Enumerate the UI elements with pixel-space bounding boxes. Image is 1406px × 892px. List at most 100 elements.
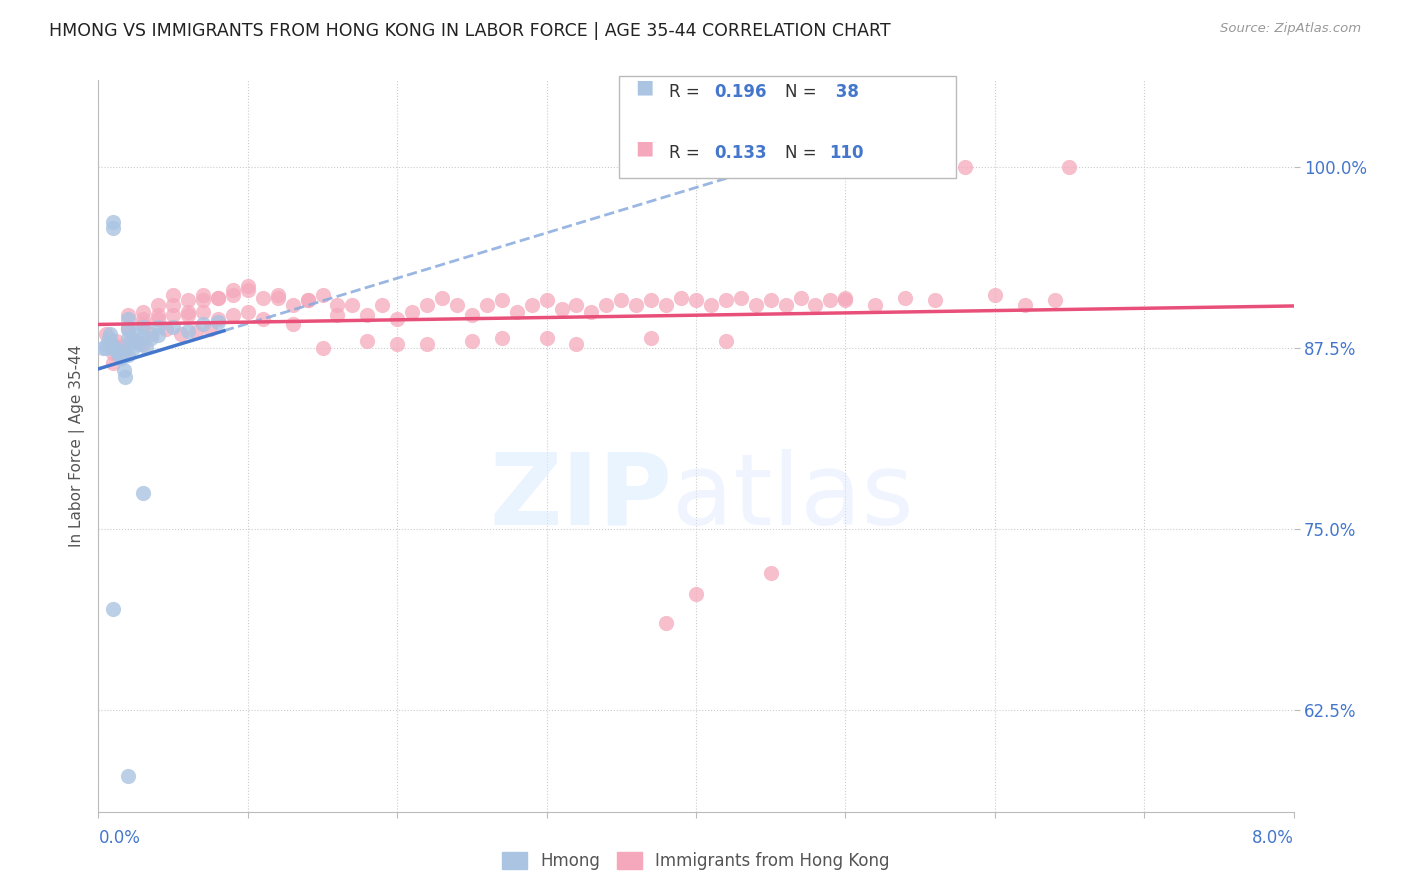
Point — [120, 334, 142, 348]
Point — [117, 331, 139, 345]
Point — [700, 298, 723, 312]
Point — [117, 312, 139, 326]
Point — [326, 298, 349, 312]
Point — [132, 337, 155, 351]
Point — [1059, 160, 1081, 174]
Point — [103, 602, 125, 616]
Point — [640, 293, 662, 308]
Point — [111, 344, 134, 359]
Point — [281, 298, 304, 312]
Point — [446, 298, 468, 312]
Point — [105, 334, 128, 348]
Point — [461, 334, 484, 348]
Point — [297, 293, 319, 308]
Point — [120, 331, 142, 345]
Point — [177, 324, 200, 338]
Point — [222, 287, 245, 301]
Point — [655, 298, 678, 312]
Text: ■: ■ — [636, 78, 654, 96]
Point — [94, 341, 117, 355]
Point — [103, 341, 125, 355]
Point — [834, 291, 856, 305]
Point — [132, 305, 155, 319]
Point — [177, 308, 200, 322]
Point — [128, 337, 150, 351]
Point — [114, 370, 136, 384]
Legend: Hmong, Immigrants from Hong Kong: Hmong, Immigrants from Hong Kong — [495, 845, 897, 877]
Point — [103, 215, 125, 229]
Point — [461, 308, 484, 322]
Point — [745, 298, 768, 312]
Point — [267, 287, 290, 301]
Point — [132, 317, 155, 331]
Text: 0.196: 0.196 — [714, 83, 766, 101]
Point — [110, 340, 132, 354]
Point — [132, 319, 155, 334]
Point — [714, 293, 737, 308]
Point — [98, 337, 122, 351]
Point — [610, 293, 633, 308]
Text: 0.133: 0.133 — [714, 145, 766, 162]
Point — [984, 287, 1007, 301]
Point — [132, 329, 155, 343]
Point — [953, 160, 976, 174]
Point — [191, 287, 214, 301]
Text: ZIP: ZIP — [489, 449, 672, 546]
Point — [139, 326, 162, 341]
Point — [97, 331, 120, 345]
Point — [169, 326, 191, 341]
Point — [148, 298, 170, 312]
Point — [114, 344, 136, 359]
Text: ■: ■ — [636, 139, 654, 158]
Point — [924, 293, 946, 308]
Point — [222, 308, 245, 322]
Point — [267, 291, 290, 305]
Point — [98, 326, 122, 341]
Point — [669, 291, 692, 305]
Point — [775, 298, 797, 312]
Point — [356, 334, 378, 348]
Point — [117, 308, 139, 322]
Point — [714, 334, 737, 348]
Point — [121, 341, 143, 355]
Point — [222, 283, 245, 297]
Point — [416, 298, 439, 312]
Point — [155, 322, 177, 336]
Point — [759, 293, 782, 308]
Point — [91, 341, 114, 355]
Point — [326, 308, 349, 322]
Point — [416, 337, 439, 351]
Point — [281, 317, 304, 331]
Point — [252, 291, 274, 305]
Point — [191, 317, 214, 331]
Point — [207, 291, 229, 305]
Point — [536, 331, 558, 345]
Point — [117, 349, 139, 363]
Point — [125, 334, 148, 348]
Point — [401, 305, 423, 319]
Point — [139, 331, 162, 345]
Point — [207, 291, 229, 305]
Point — [894, 291, 917, 305]
Point — [356, 308, 378, 322]
Point — [820, 293, 842, 308]
Point — [162, 287, 184, 301]
Text: N =: N = — [785, 145, 821, 162]
Point — [311, 341, 333, 355]
Point — [759, 566, 782, 580]
Point — [184, 326, 207, 340]
Point — [640, 331, 662, 345]
Text: 0.0%: 0.0% — [98, 829, 141, 847]
Point — [112, 363, 135, 377]
Point — [1043, 293, 1066, 308]
Point — [581, 305, 603, 319]
Point — [191, 305, 214, 319]
Point — [177, 305, 200, 319]
Text: HMONG VS IMMIGRANTS FROM HONG KONG IN LABOR FORCE | AGE 35-44 CORRELATION CHART: HMONG VS IMMIGRANTS FROM HONG KONG IN LA… — [49, 22, 891, 40]
Point — [626, 298, 648, 312]
Point — [103, 221, 125, 235]
Point — [94, 326, 117, 341]
Point — [162, 298, 184, 312]
Point — [103, 337, 125, 351]
Point — [103, 345, 125, 359]
